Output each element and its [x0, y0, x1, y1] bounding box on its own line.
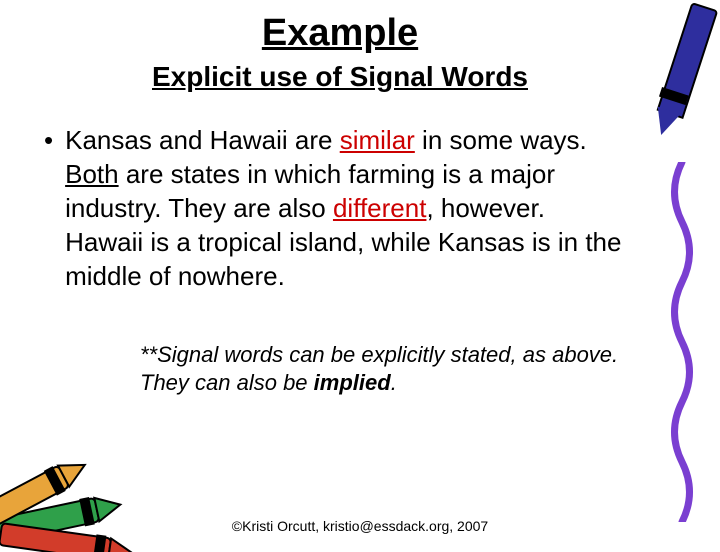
note-paragraph: **Signal words can be explicitly stated,… — [140, 341, 650, 397]
text-segment: in some ways. — [415, 125, 587, 155]
signal-word-both: Both — [65, 159, 119, 189]
wavy-line-icon — [662, 162, 702, 522]
bullet-icon: • — [44, 123, 53, 157]
slide-subtitle: Explicit use of Signal Words — [0, 61, 720, 93]
footer-credit: ©Kristi Orcutt, kristio@essdack.org, 200… — [0, 518, 720, 534]
note-bold-word: implied — [314, 370, 391, 395]
signal-word-different: different — [333, 193, 426, 223]
signal-word-similar: similar — [340, 125, 415, 155]
main-paragraph: Kansas and Hawaii are similar in some wa… — [65, 123, 625, 293]
body-content: • Kansas and Hawaii are similar in some … — [0, 123, 720, 293]
note-text: . — [391, 370, 397, 395]
slide: Example Explicit use of Signal Words • K… — [0, 12, 720, 552]
text-segment: Kansas and Hawaii are — [65, 125, 340, 155]
crayons-cluster-icon — [0, 442, 160, 552]
slide-title: Example — [0, 12, 720, 55]
